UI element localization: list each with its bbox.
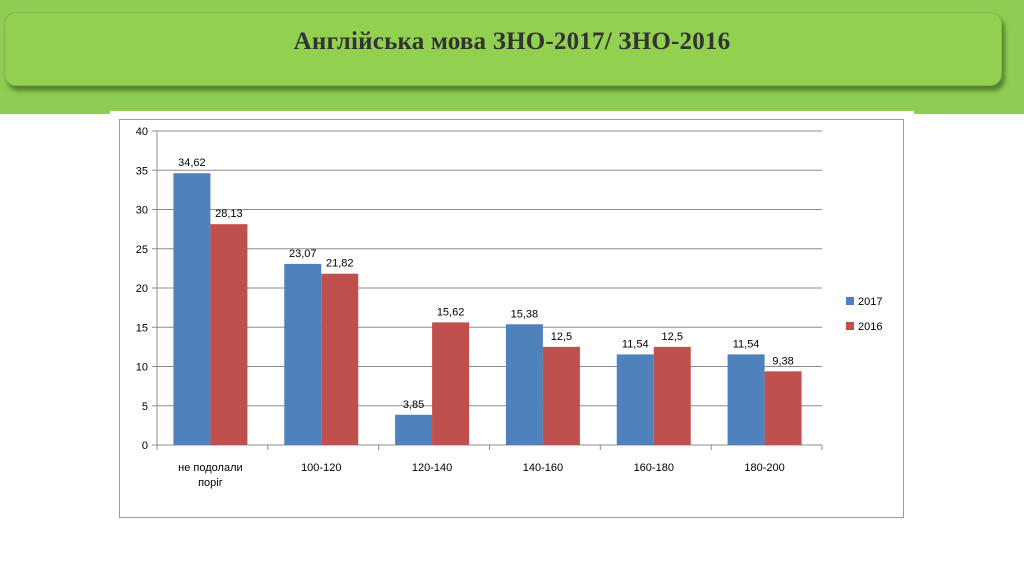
category-label: 180-200: [744, 462, 784, 474]
bar-2016: [653, 346, 691, 445]
bar-2016: [542, 346, 580, 445]
y-tick-label: 20: [136, 283, 148, 295]
bar-2017: [727, 354, 765, 445]
bar-2017: [173, 173, 211, 445]
y-tick-label: 0: [142, 440, 148, 452]
data-label: 12,5: [662, 331, 683, 343]
data-label: 9,38: [772, 355, 793, 367]
chart-top-strip: [110, 111, 914, 115]
data-label: 12,5: [551, 331, 572, 343]
title-banner: [4, 12, 1002, 86]
data-label: 3,85: [403, 399, 424, 411]
legend-swatch-2016: [846, 322, 854, 330]
chart-frame: [119, 119, 904, 518]
data-label: 21,82: [326, 258, 354, 270]
category-label: 100-120: [301, 462, 341, 474]
category-label: 160-180: [634, 462, 674, 474]
y-tick-label: 5: [142, 401, 148, 413]
bar-2016: [321, 273, 359, 445]
y-tick-label: 35: [136, 165, 148, 177]
y-tick-label: 10: [136, 362, 148, 374]
bar-2017: [284, 263, 322, 445]
bar-2017: [505, 324, 543, 445]
data-label: 15,38: [511, 308, 539, 320]
y-tick-label: 40: [136, 126, 148, 138]
bar-2016: [432, 322, 470, 445]
y-tick-label: 15: [136, 322, 148, 334]
data-label: 15,62: [437, 306, 465, 318]
y-tick-label: 30: [136, 205, 148, 217]
bar-2016: [210, 224, 248, 445]
data-label: 11,54: [733, 338, 760, 350]
bar-2016: [764, 371, 802, 445]
legend-label: 2016: [858, 321, 882, 333]
category-label: 120-140: [412, 462, 452, 474]
slide-title: Англійська мова ЗНО-2017/ ЗНО-2016: [293, 28, 731, 55]
category-label: поріг: [198, 477, 223, 489]
category-label: 140-160: [523, 462, 563, 474]
legend-swatch-2017: [846, 297, 854, 305]
data-label: 28,13: [215, 208, 243, 220]
category-label: не подолали: [178, 462, 242, 474]
y-tick-label: 25: [136, 244, 148, 256]
legend-label: 2017: [858, 296, 882, 308]
bar-2017: [616, 354, 654, 445]
data-label: 11,54: [622, 338, 649, 350]
data-label: 34,62: [178, 157, 206, 169]
bar-2017: [395, 414, 433, 445]
data-label: 23,07: [289, 248, 317, 260]
